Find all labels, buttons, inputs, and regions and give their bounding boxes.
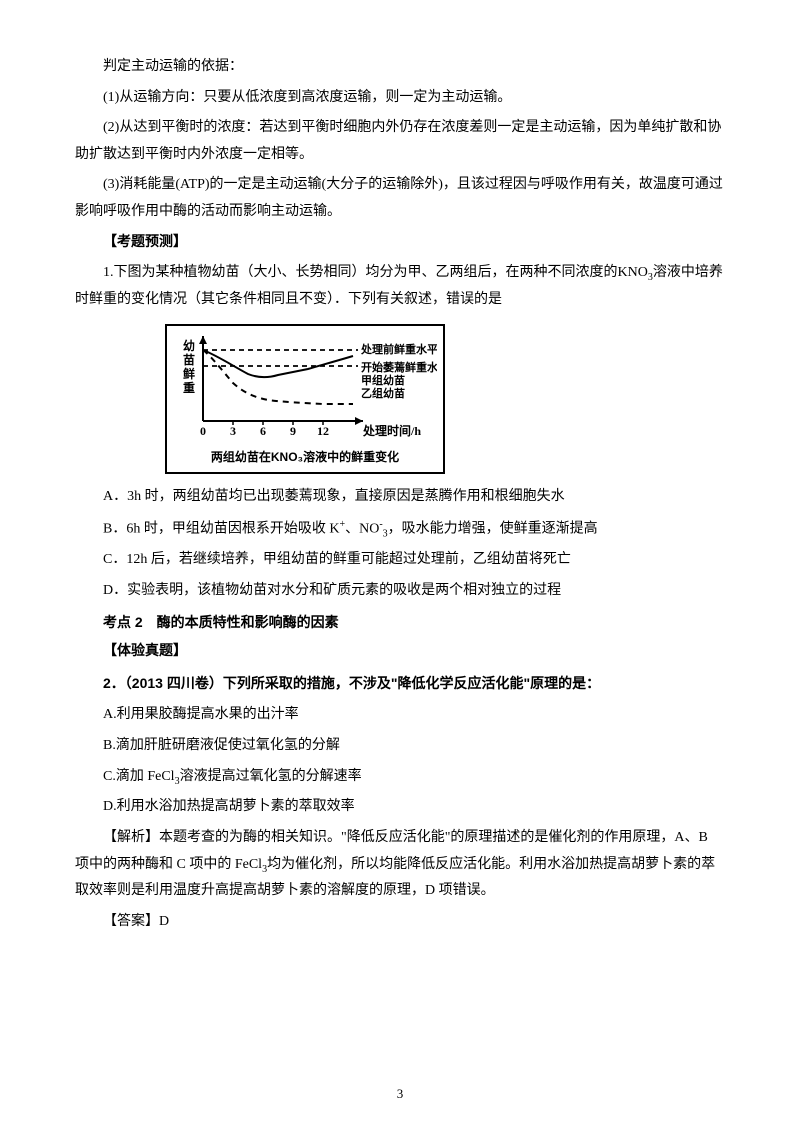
heading-prediction: 【考题预测】 (75, 230, 725, 257)
chart-ylabel-1: 幼 (183, 338, 195, 353)
q1-option-b-c: ，吸水能力增强，使鲜重逐渐提高 (388, 522, 598, 537)
explanation: 【解析】本题考查的为酶的相关知识。"降低反应活化能"的原理描述的是催化剂的作用原… (75, 825, 725, 905)
line-chart: 幼 苗 鲜 重 0 3 6 9 12 处理时间/h (175, 332, 437, 440)
q2-option-c: C.滴加 FeCl3溶液提高过氧化氢的分解速率 (75, 764, 725, 791)
y-axis-arrow (199, 336, 207, 344)
curve-jia (203, 350, 353, 377)
xtick-0: 0 (200, 424, 206, 438)
para-intro-4: (3)消耗能量(ATP)的一定是主动运输(大分子的运输除外)，且该过程因与呼吸作… (75, 172, 725, 225)
q2-option-c-b: 溶液提高过氧化氢的分解速率 (180, 769, 362, 784)
q1-option-a: A．3h 时，两组幼苗均已出现萎蔫现象，直接原因是蒸腾作用和根细胞失水 (75, 484, 725, 511)
q1-stem-a: 1.下图为某种植物幼苗（大小、长势相同）均分为甲、乙两组后，在两种不同浓度的KN… (103, 265, 648, 280)
q2-option-b: B.滴加肝脏研磨液促使过氧化氢的分解 (75, 733, 725, 760)
chart-container: 幼 苗 鲜 重 0 3 6 9 12 处理时间/h (165, 324, 445, 475)
chart-ylabel-2: 苗 (183, 352, 195, 367)
answer: 【答案】D (75, 909, 725, 936)
xtick-2: 6 (260, 424, 266, 438)
xtick-3: 9 (290, 424, 296, 438)
q2-option-a: A.利用果胶酶提高水果的出汁率 (75, 702, 725, 729)
chart-caption: 两组幼苗在KNO₃溶液中的鲜重变化 (175, 446, 435, 469)
document-page: 判定主动运输的依据： (1)从运输方向：只要从低浓度到高浓度运输，则一定为主动运… (0, 0, 800, 1132)
heading-experience: 【体验真题】 (75, 639, 725, 666)
legend-pre: 处理前鲜重水平 (360, 342, 437, 356)
x-axis-label: 处理时间/h (362, 423, 421, 438)
legend-yi: 乙组幼苗 (361, 386, 405, 400)
legend-jia: 甲组幼苗 (361, 373, 405, 387)
chart-ylabel-4: 重 (183, 380, 195, 395)
x-axis-arrow (355, 417, 363, 425)
heading-point-2: 考点 2 酶的本质特性和影响酶的因素 (75, 609, 725, 636)
legend-wilt: 开始萎蔫鲜重水平 (361, 360, 437, 374)
xtick-4: 12 (317, 424, 329, 438)
q1-option-b-b: 、NO (345, 522, 379, 537)
chart-ylabel-3: 鲜 (183, 366, 195, 381)
q2-stem-text: 2．（2013 四川卷）下列所采取的措施，不涉及"降低化学反应活化能"原理的是： (103, 675, 600, 691)
q1-option-b-a: B．6h 时，甲组幼苗因根系开始吸收 K (103, 522, 339, 537)
q1-option-b: B．6h 时，甲组幼苗因根系开始吸收 K+、NO-3，吸水能力增强，使鲜重逐渐提… (75, 515, 725, 543)
question-1-stem: 1.下图为某种植物幼苗（大小、长势相同）均分为甲、乙两组后，在两种不同浓度的KN… (75, 260, 725, 313)
q2-option-c-a: C.滴加 FeCl (103, 769, 175, 784)
para-intro-1: 判定主动运输的依据： (75, 54, 725, 81)
q2-option-d: D.利用水浴加热提高胡萝卜素的萃取效率 (75, 794, 725, 821)
para-intro-3: (2)从达到平衡时的浓度：若达到平衡时细胞内外仍存在浓度差则一定是主动运输，因为… (75, 115, 725, 168)
curve-yi (203, 350, 353, 404)
xtick-1: 3 (230, 424, 236, 438)
para-intro-2: (1)从运输方向：只要从低浓度到高浓度运输，则一定为主动运输。 (75, 85, 725, 112)
question-2-stem: 2．（2013 四川卷）下列所采取的措施，不涉及"降低化学反应活化能"原理的是： (75, 670, 725, 699)
q1-option-d: D．实验表明，该植物幼苗对水分和矿质元素的吸收是两个相对独立的过程 (75, 578, 725, 605)
page-number: 3 (0, 1082, 800, 1107)
q1-option-c: C．12h 后，若继续培养，甲组幼苗的鲜重可能超过处理前，乙组幼苗将死亡 (75, 547, 725, 574)
